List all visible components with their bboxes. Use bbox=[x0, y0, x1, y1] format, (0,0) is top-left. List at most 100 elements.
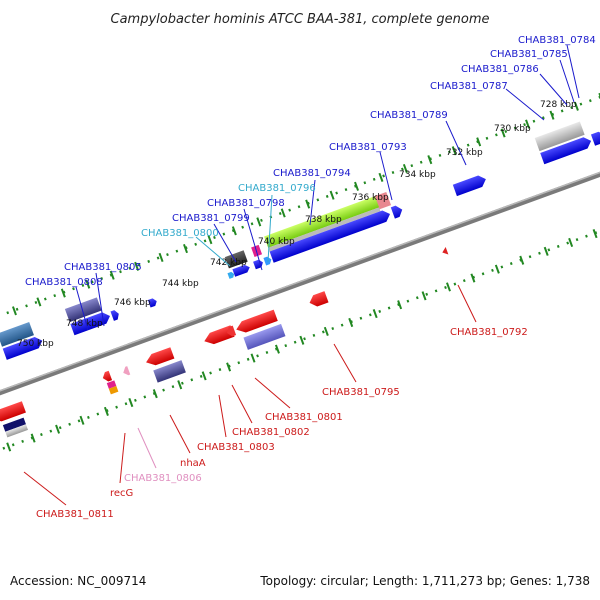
tick-label: 730 kbp bbox=[494, 124, 531, 134]
inner-tick bbox=[30, 433, 36, 443]
tick-labels: 728 kbp 730 kbp 732 kbp 734 kbp 736 kbp … bbox=[17, 100, 577, 349]
tick-label: 748 kbp bbox=[66, 319, 103, 329]
tick-label: 744 kbp bbox=[162, 279, 199, 289]
feature-green-0794 bbox=[264, 196, 380, 248]
inner-tick bbox=[421, 291, 427, 301]
outer-tick bbox=[85, 279, 91, 289]
genome-backbone bbox=[0, 146, 600, 425]
gene-label-0786: CHAB381_0786 bbox=[461, 64, 539, 75]
leader-line bbox=[75, 286, 89, 331]
gene-label-0795: CHAB381_0795 bbox=[322, 387, 400, 398]
leader-line bbox=[539, 73, 568, 106]
outer-tick bbox=[207, 235, 213, 245]
feature-lav-0801 bbox=[243, 323, 286, 350]
outer-tick bbox=[109, 270, 115, 280]
feature-cds-0795 bbox=[309, 291, 329, 307]
gene-label-0802: CHAB381_0802 bbox=[232, 427, 310, 438]
inner-tick bbox=[128, 397, 134, 408]
leader-line bbox=[169, 414, 191, 454]
feature-cds-0802 bbox=[236, 309, 278, 333]
gene-label-0793: CHAB381_0793 bbox=[329, 142, 407, 153]
outer-tick bbox=[476, 137, 482, 147]
inner-tick bbox=[323, 326, 329, 336]
genome-track bbox=[0, 86, 600, 467]
feature-orange-recG bbox=[108, 385, 119, 395]
feature-cds-0799 bbox=[263, 256, 272, 266]
leader-line bbox=[457, 284, 477, 323]
leader-line bbox=[505, 88, 545, 121]
tick-label: 734 kbp bbox=[399, 170, 436, 180]
gene-label-0785: CHAB381_0785 bbox=[490, 49, 568, 60]
inner-tick bbox=[372, 309, 378, 319]
outer-tick bbox=[183, 243, 188, 254]
leader-line bbox=[267, 194, 273, 263]
gene-label-0784: CHAB381_0784 bbox=[518, 35, 596, 46]
feature-dark-0811 bbox=[2, 417, 26, 432]
leader-line bbox=[566, 44, 580, 99]
gene-label-0787: CHAB381_0787 bbox=[430, 81, 508, 92]
reverse-labels: CHAB381_0792 CHAB381_0795 CHAB381_0801 C… bbox=[23, 284, 528, 520]
tick-label: 732 kbp bbox=[446, 148, 483, 158]
outer-tick bbox=[60, 288, 66, 298]
inner-tick bbox=[226, 362, 232, 372]
inner-tick bbox=[470, 273, 476, 283]
outer-tick bbox=[525, 119, 531, 129]
gene-label-0796: CHAB381_0796 bbox=[238, 183, 316, 194]
feature-gray-0794 bbox=[268, 207, 381, 252]
forward-labels: CHAB381_0784 CHAB381_0785 CHAB381_0786 C… bbox=[25, 35, 596, 331]
gene-label-0801: CHAB381_0801 bbox=[265, 412, 343, 423]
inner-tick bbox=[201, 371, 207, 381]
outer-tick bbox=[549, 110, 555, 120]
feature-gray-0787 bbox=[534, 121, 585, 152]
feature-cds-0800b bbox=[227, 271, 235, 279]
outer-tick bbox=[11, 306, 17, 316]
leader-line bbox=[213, 223, 237, 263]
inner-tick bbox=[103, 406, 109, 416]
feature-purple-nhaA bbox=[153, 360, 186, 383]
leader-line bbox=[95, 272, 105, 327]
inner-ruler-ticks bbox=[6, 229, 598, 452]
outer-tick bbox=[329, 190, 335, 200]
gene-label-0798: CHAB381_0798 bbox=[207, 198, 285, 209]
outer-tick bbox=[378, 172, 384, 182]
feature-gray-0811 bbox=[5, 424, 29, 438]
gene-label-0811: CHAB381_0811 bbox=[36, 509, 114, 520]
feature-teal-left bbox=[0, 321, 34, 347]
feature-cds-0793 bbox=[390, 205, 403, 219]
inner-tick bbox=[568, 237, 574, 248]
feature-cds-0792 bbox=[442, 246, 449, 255]
inner-tick bbox=[592, 229, 598, 239]
feature-cds-0798 bbox=[253, 259, 263, 270]
feature-cds-0808 bbox=[70, 312, 110, 336]
feature-cds-0805 bbox=[147, 298, 157, 308]
tick-label: 736 kbp bbox=[352, 193, 389, 203]
outer-tick bbox=[280, 208, 286, 218]
tick-label: 750 kbp bbox=[17, 339, 54, 349]
genome-backbone-highlight bbox=[0, 146, 600, 422]
accession-text: Accession: NC_009714 bbox=[10, 574, 147, 588]
leader-line bbox=[309, 179, 316, 226]
gene-label-0789: CHAB381_0789 bbox=[370, 110, 448, 121]
tick-label: 746 kbp bbox=[114, 298, 151, 308]
outer-tick bbox=[256, 217, 262, 227]
inner-tick bbox=[543, 246, 549, 256]
gene-label-recG: recG bbox=[110, 488, 133, 499]
feature-cds-0803 bbox=[204, 325, 235, 345]
leader-line bbox=[231, 384, 253, 424]
tick-label: 738 kbp bbox=[305, 215, 342, 225]
inner-tick bbox=[250, 353, 256, 363]
feature-cds-0803b bbox=[226, 325, 237, 337]
outer-tick bbox=[231, 226, 237, 236]
feature-cds-0811 bbox=[0, 401, 26, 422]
inner-tick bbox=[494, 264, 500, 274]
feature-gray-0800 bbox=[224, 250, 248, 269]
inner-tick bbox=[152, 389, 158, 399]
feature-cds-0808b bbox=[110, 310, 119, 321]
gene-label-0806: CHAB381_0806 bbox=[124, 473, 202, 484]
gene-label-0799: CHAB381_0799 bbox=[172, 213, 250, 224]
feature-cds-0786 bbox=[590, 131, 600, 146]
inner-tick bbox=[6, 442, 12, 452]
inner-tick bbox=[519, 255, 525, 265]
map-title: Campylobacter hominis ATCC BAA-381, comp… bbox=[111, 12, 490, 27]
outer-tick bbox=[402, 163, 408, 174]
